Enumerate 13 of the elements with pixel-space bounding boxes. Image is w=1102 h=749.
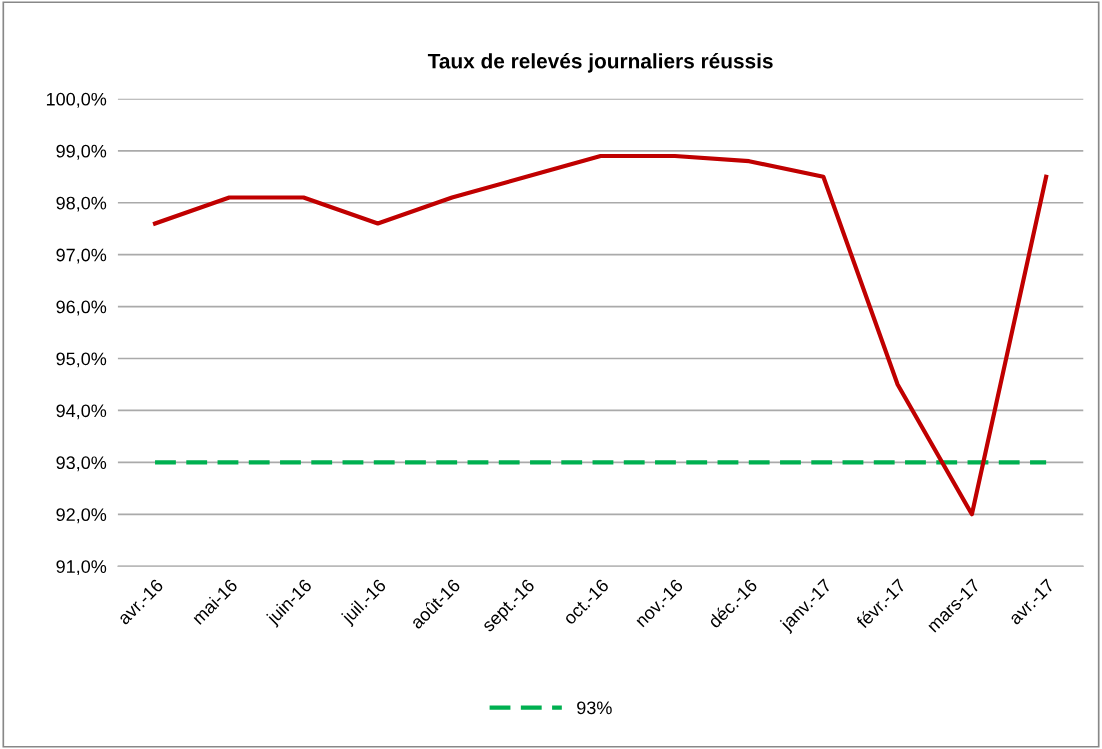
y-tick-label: 94,0% [56,404,107,420]
chart-title: Taux de relevés journaliers réussis [427,53,773,73]
y-tick-label: 95,0% [56,352,107,368]
y-tick-label: 92,0% [56,508,107,524]
y-tick-label: 96,0% [56,300,107,316]
y-tick-label: 91,0% [56,560,107,576]
y-tick-label: 97,0% [56,248,107,264]
legend-label: 93% [577,701,612,715]
y-tick-label: 98,0% [56,196,107,212]
y-tick-label: 100,0% [46,92,107,108]
y-tick-label: 93,0% [56,456,107,472]
line-series [152,153,1049,517]
y-tick-label: 99,0% [56,144,107,160]
